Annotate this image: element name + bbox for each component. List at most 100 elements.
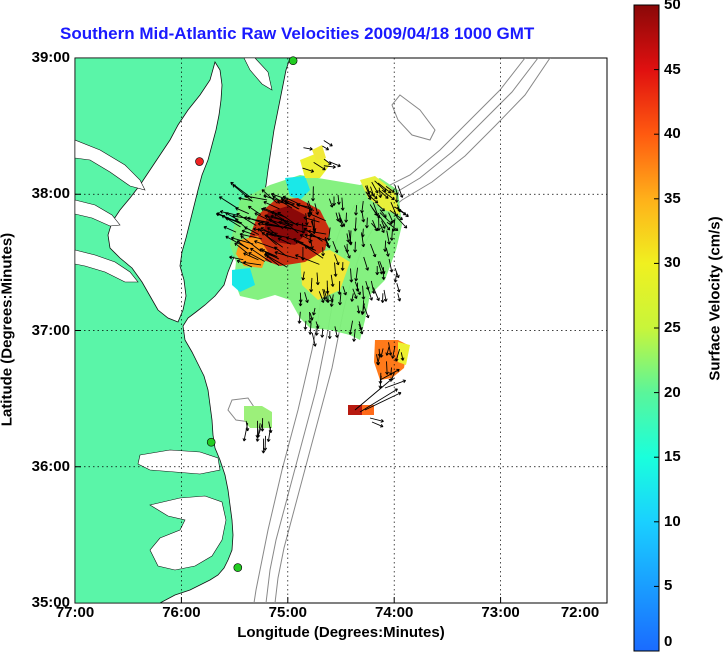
colorbar-ticks (654, 69, 659, 587)
velocity-arrow (334, 326, 339, 338)
velocity-arrow (314, 203, 320, 215)
velocity-arrow (236, 213, 257, 226)
velocity-arrow (313, 162, 326, 171)
york-james-rivers (75, 249, 139, 283)
velocity-arrow (348, 230, 353, 246)
velocity-arrow (337, 281, 342, 295)
velocity-arrow (309, 277, 314, 293)
rappahannock-river (75, 199, 121, 227)
velocity-arrow (376, 354, 380, 366)
velocity-arrow (380, 293, 385, 303)
velocity-arrow (389, 229, 394, 241)
velocity-arrow (360, 228, 365, 238)
colorbar-tick-label: 40 (664, 125, 681, 143)
velocity-arrow (297, 311, 302, 324)
velocity-arrow (379, 209, 387, 218)
velocity-arrow (386, 221, 399, 232)
velocity-arrow (247, 216, 263, 224)
velocity-arrow (243, 260, 262, 266)
velocity-arrow (379, 261, 386, 275)
velocity-arrow (334, 254, 340, 266)
velocity-arrow (377, 182, 392, 194)
velocity-arrow (238, 196, 252, 202)
velocity-arrow (333, 262, 338, 277)
velocity-patch-south-2 (398, 342, 410, 365)
velocity-arrow (397, 185, 404, 198)
velocity-arrow (367, 287, 373, 301)
x-tick-label: 72:00 (560, 604, 600, 621)
y-tick-label: 39:00 (31, 49, 70, 66)
velocity-arrow (268, 421, 273, 434)
velocity-arrow (248, 252, 265, 262)
velocity-arrow (345, 243, 350, 253)
colorbar-tick-label: 15 (664, 448, 681, 466)
velocity-arrow (307, 208, 312, 218)
velocity-arrow (359, 388, 398, 413)
velocity-arrow (323, 158, 332, 165)
velocity-arrow (234, 242, 249, 254)
velocity-arrow (372, 287, 380, 302)
velocity-vectors (215, 140, 409, 454)
velocity-arrow (280, 197, 295, 205)
velocity-arrow (369, 190, 378, 200)
velocity-arrow (379, 368, 400, 381)
colorbar-tick-label: 25 (664, 319, 681, 336)
velocity-arrow (247, 205, 262, 215)
velocity-arrow (325, 280, 330, 294)
velocity-arrow (381, 220, 386, 229)
velocity-arrow (225, 235, 249, 250)
colorbar-tick-label: 5 (664, 577, 673, 595)
velocity-arrow (365, 191, 372, 200)
velocity-arrow (394, 348, 401, 362)
velocity-arrow (311, 219, 316, 235)
velocity-arrow (255, 423, 261, 442)
velocity-arrow (322, 145, 330, 151)
velocity-arrow (354, 267, 359, 282)
velocity-arrow (363, 256, 370, 271)
x-tick-label: 73:00 (481, 604, 520, 621)
radar-site-marker (233, 563, 243, 572)
velocity-arrow (396, 206, 409, 218)
velocity-arrow (393, 272, 398, 283)
velocity-arrow (377, 204, 386, 212)
velocity-arrow (230, 236, 254, 245)
velocity-arrow (323, 164, 336, 169)
colorbar-tick-label: 10 (664, 512, 681, 530)
velocity-arrow (360, 201, 364, 214)
velocity-arrow (255, 420, 260, 439)
velocity-arrow (257, 228, 277, 246)
velocity-arrow (363, 305, 370, 319)
velocity-arrow (371, 222, 379, 232)
velocity-arrow (241, 229, 255, 236)
velocity-arrow (388, 342, 393, 356)
velocity-arrow (219, 210, 238, 216)
radar-site-marker (206, 437, 216, 447)
velocity-arrow (375, 266, 380, 276)
velocity-arrow (230, 181, 252, 199)
x-tick-label: 76:00 (162, 604, 201, 621)
velocity-arrow (318, 291, 325, 303)
velocity-arrow (304, 292, 309, 303)
velocity-arrow (383, 289, 388, 302)
colorbar-tick-label: 30 (664, 254, 681, 272)
velocity-arrow (250, 247, 272, 263)
velocity-arrow (388, 258, 394, 273)
velocity-arrow (298, 298, 303, 307)
velocity-arrow (324, 237, 329, 247)
radar-sites (195, 56, 298, 572)
potomac-river (75, 139, 146, 191)
velocity-arrow (272, 195, 293, 209)
velocity-arrow (348, 320, 354, 335)
axis-ticks (75, 193, 502, 603)
velocity-arrow (354, 378, 393, 411)
velocity-arrow (390, 201, 398, 218)
colorbar-tick-label: 50 (664, 0, 681, 13)
velocity-arrow (349, 268, 354, 283)
velocity-arrow (242, 422, 249, 442)
velocity-arrow (353, 217, 358, 232)
velocity-arrow (394, 268, 400, 279)
delaware-bay (243, 58, 273, 91)
velocity-arrow (388, 212, 394, 224)
y-tick-label: 37:00 (31, 321, 70, 339)
